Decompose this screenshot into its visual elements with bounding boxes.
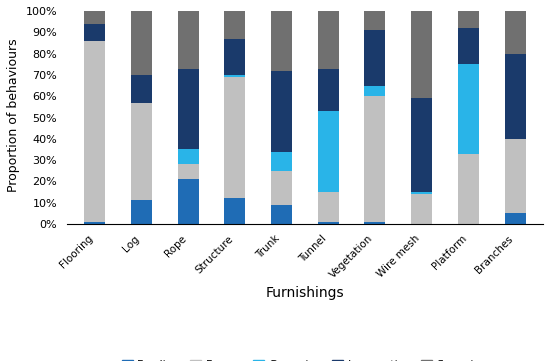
Bar [365,30,386,86]
Bar [411,194,432,224]
Bar [84,11,106,24]
X-axis label: Furnishings: Furnishings [266,286,344,300]
Bar [84,24,106,41]
Legend: Feeding, Forage, Grooming, Locomotion, Scanning: Feeding, Forage, Grooming, Locomotion, S… [117,355,493,361]
Bar [271,11,292,71]
Bar [131,75,152,103]
Bar [411,98,432,192]
Bar [84,41,106,222]
Bar [318,69,339,111]
Bar [271,171,292,205]
Bar [84,222,106,224]
Bar [365,96,386,222]
Bar [224,39,245,75]
Bar [411,11,432,98]
Bar [224,11,245,39]
Bar [458,154,479,224]
Y-axis label: Proportion of behaviours: Proportion of behaviours [7,39,20,192]
Bar [318,222,339,224]
Bar [224,75,245,77]
Bar [178,69,199,149]
Bar [271,205,292,224]
Bar [411,192,432,194]
Bar [318,111,339,192]
Bar [271,152,292,171]
Bar [131,103,152,200]
Bar [131,200,152,224]
Bar [365,222,386,224]
Bar [318,192,339,222]
Bar [365,86,386,96]
Bar [178,149,199,164]
Bar [224,77,245,198]
Bar [271,71,292,152]
Bar [224,198,245,224]
Bar [504,139,526,213]
Bar [504,11,526,54]
Bar [458,28,479,64]
Bar [318,11,339,69]
Bar [178,179,199,224]
Bar [178,164,199,179]
Bar [131,11,152,75]
Bar [504,54,526,139]
Bar [458,11,479,28]
Bar [504,213,526,224]
Bar [458,64,479,154]
Bar [365,11,386,30]
Bar [178,11,199,69]
